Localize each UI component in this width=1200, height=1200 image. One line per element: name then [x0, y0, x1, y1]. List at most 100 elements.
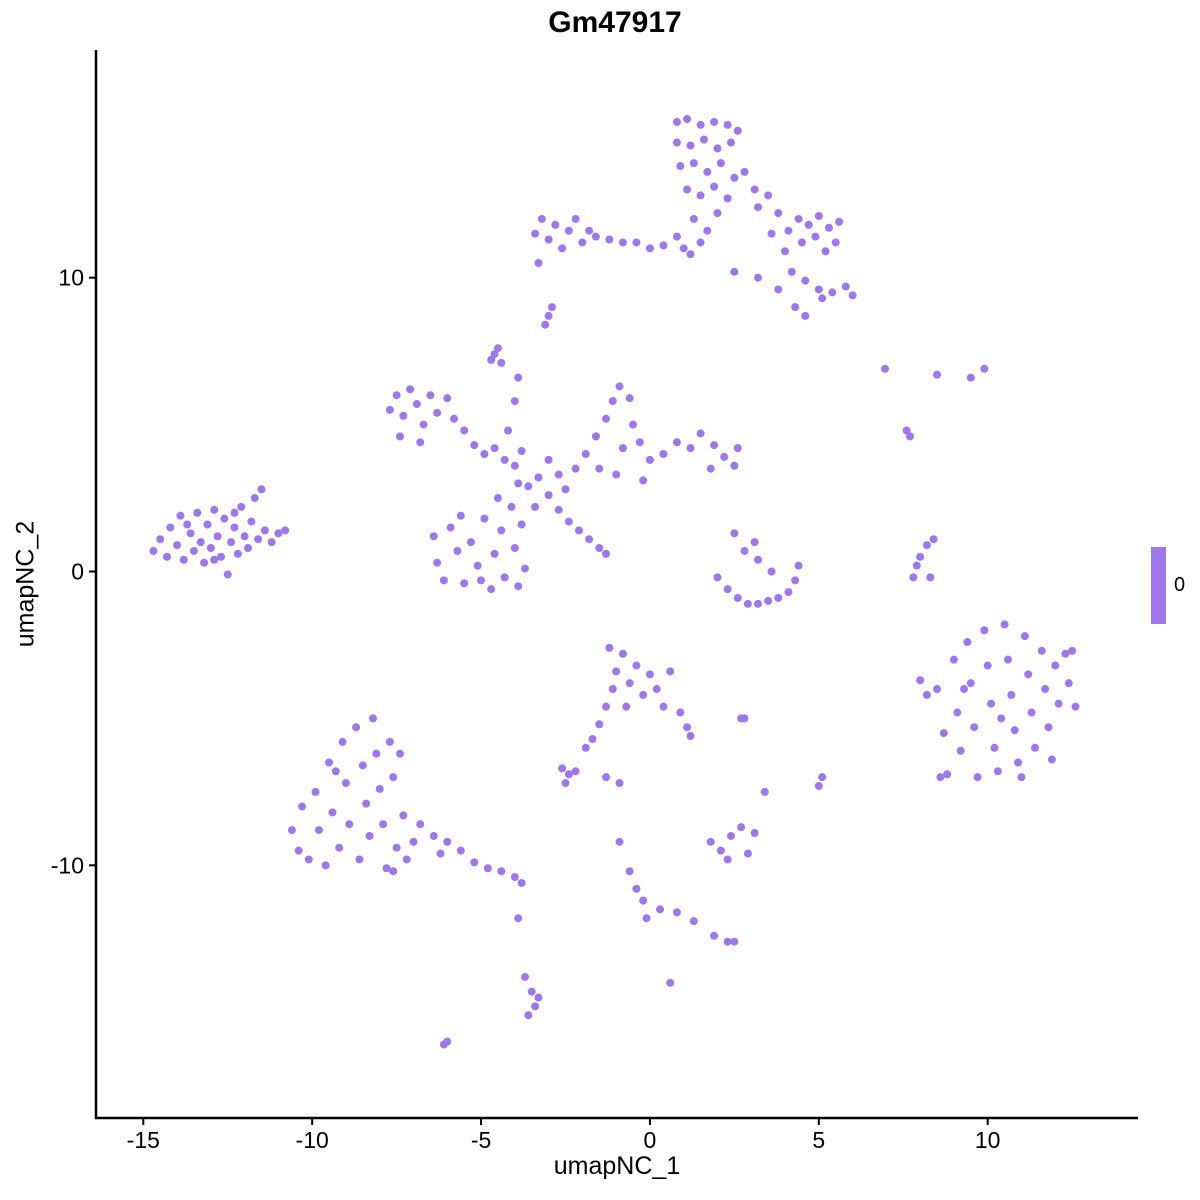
- data-point: [196, 538, 205, 547]
- data-point: [564, 226, 573, 235]
- data-point: [247, 517, 256, 526]
- data-point: [500, 573, 509, 582]
- data-point: [737, 823, 746, 832]
- data-point: [585, 226, 594, 235]
- data-point: [497, 867, 506, 876]
- data-point: [558, 764, 567, 773]
- data-point: [983, 661, 992, 670]
- data-point: [801, 311, 810, 320]
- data-point: [1051, 661, 1060, 670]
- data-point: [453, 546, 462, 555]
- x-tick-label: 10: [975, 1127, 1001, 1153]
- data-point: [578, 238, 587, 247]
- data-point: [341, 779, 350, 788]
- data-point: [395, 749, 404, 758]
- data-point: [733, 126, 742, 135]
- data-point: [797, 238, 806, 247]
- data-point: [730, 461, 739, 470]
- data-point: [1027, 708, 1036, 717]
- data-point: [645, 244, 654, 253]
- data-point: [591, 432, 600, 441]
- data-point: [537, 214, 546, 223]
- data-point: [730, 937, 739, 946]
- data-point: [672, 138, 681, 147]
- y-tick-label: -10: [51, 852, 84, 878]
- data-point: [193, 508, 202, 517]
- data-point: [602, 549, 611, 558]
- data-point: [720, 452, 729, 461]
- data-point: [926, 573, 935, 582]
- data-point: [345, 820, 354, 829]
- data-point: [1047, 755, 1056, 764]
- legend-label: 0: [1174, 574, 1186, 596]
- data-point: [686, 444, 695, 453]
- data-point: [781, 247, 790, 256]
- data-point: [230, 523, 239, 532]
- data-point: [1054, 699, 1063, 708]
- data-point: [230, 508, 239, 517]
- data-point: [409, 837, 418, 846]
- data-point: [723, 937, 732, 946]
- data-point: [683, 723, 692, 732]
- data-point: [1007, 690, 1016, 699]
- data-point: [531, 502, 540, 511]
- data-point: [406, 385, 415, 394]
- data-point: [1010, 726, 1019, 735]
- data-point: [561, 485, 570, 494]
- data-point: [510, 544, 519, 553]
- data-point: [970, 723, 979, 732]
- data-point: [470, 441, 479, 450]
- data-point: [787, 267, 796, 276]
- data-point: [764, 191, 773, 200]
- data-point: [466, 538, 475, 547]
- data-point: [612, 470, 621, 479]
- data-point: [656, 905, 665, 914]
- data-point: [375, 784, 384, 793]
- data-point: [710, 441, 719, 450]
- data-point: [581, 743, 590, 752]
- data-point: [470, 858, 479, 867]
- data-point: [227, 538, 236, 547]
- data-point: [382, 864, 391, 873]
- data-point: [460, 579, 469, 588]
- data-point: [645, 670, 654, 679]
- data-point: [510, 461, 519, 470]
- data-point: [733, 444, 742, 453]
- data-point: [949, 655, 958, 664]
- x-tick-label: -5: [471, 1127, 491, 1153]
- data-point: [676, 708, 685, 717]
- data-point: [443, 394, 452, 403]
- data-point: [605, 643, 614, 652]
- data-point: [743, 599, 752, 608]
- data-point: [814, 781, 823, 790]
- data-point: [699, 135, 708, 144]
- data-point: [460, 426, 469, 435]
- data-point: [916, 552, 925, 561]
- data-point: [625, 867, 634, 876]
- data-point: [179, 555, 188, 564]
- data-point: [250, 494, 259, 503]
- data-point: [939, 729, 948, 738]
- data-point: [517, 447, 526, 456]
- data-point: [754, 555, 763, 564]
- y-tick-label: 0: [71, 559, 84, 585]
- data-point: [162, 552, 171, 561]
- x-tick-label: -15: [127, 1127, 160, 1153]
- data-point: [534, 259, 543, 268]
- data-point: [1044, 723, 1053, 732]
- data-point: [933, 370, 942, 379]
- data-point: [510, 873, 519, 882]
- data-point: [710, 182, 719, 191]
- data-point: [767, 229, 776, 238]
- data-point: [726, 138, 735, 147]
- data-point: [1020, 632, 1029, 641]
- data-point: [514, 373, 523, 382]
- data-point: [564, 770, 573, 779]
- data-point: [531, 229, 540, 238]
- data-point: [953, 708, 962, 717]
- data-point: [520, 564, 529, 573]
- data-point: [615, 779, 624, 788]
- data-point: [784, 226, 793, 235]
- data-point: [672, 117, 681, 126]
